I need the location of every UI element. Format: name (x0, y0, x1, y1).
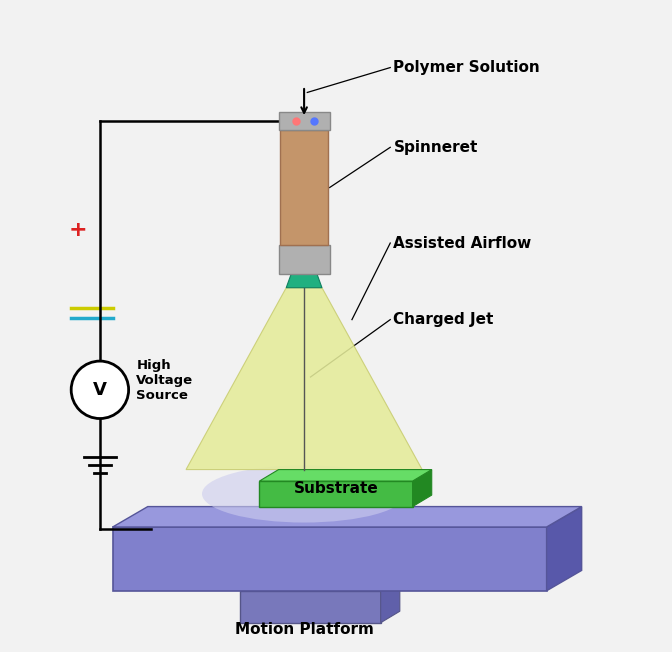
Text: Motion Platform: Motion Platform (235, 623, 374, 638)
Text: V: V (93, 381, 107, 399)
Text: Charged Jet: Charged Jet (393, 312, 494, 327)
Polygon shape (259, 469, 431, 481)
Polygon shape (413, 469, 431, 507)
Text: +: + (69, 220, 87, 241)
Circle shape (71, 361, 128, 419)
Polygon shape (286, 274, 322, 288)
Bar (279, 245, 330, 274)
Polygon shape (113, 507, 582, 527)
Text: Polymer Solution: Polymer Solution (393, 60, 540, 75)
Text: Substrate: Substrate (294, 481, 378, 496)
Text: Spinneret: Spinneret (393, 140, 478, 155)
Ellipse shape (202, 465, 406, 522)
Text: Assisted Airflow: Assisted Airflow (393, 235, 532, 250)
Bar (279, 112, 330, 130)
Polygon shape (241, 591, 380, 623)
Text: High
Voltage
Source: High Voltage Source (136, 359, 194, 402)
Polygon shape (186, 288, 422, 469)
Polygon shape (113, 527, 546, 591)
Bar (280, 130, 328, 245)
Polygon shape (259, 481, 413, 507)
Polygon shape (380, 580, 400, 623)
Polygon shape (546, 507, 582, 591)
